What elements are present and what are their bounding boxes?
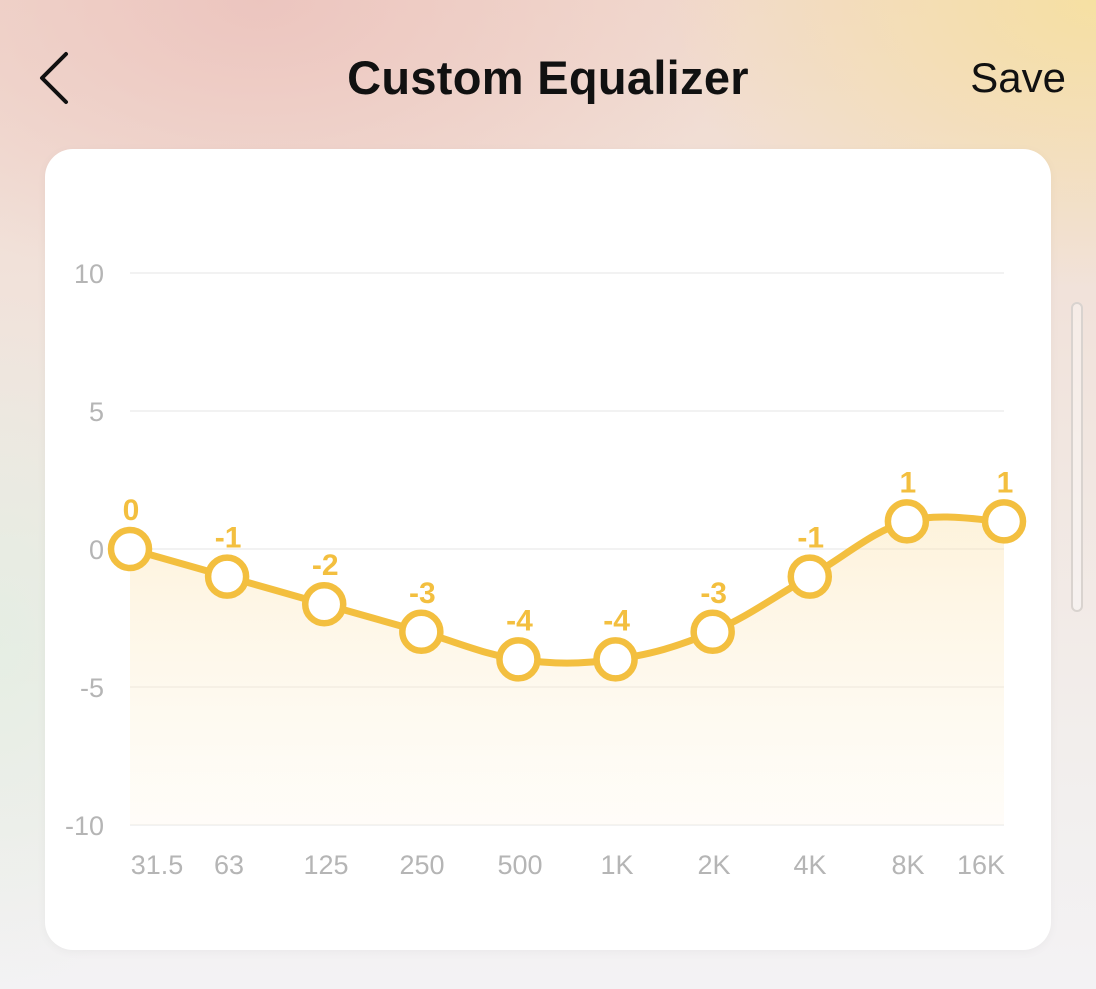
y-tick-label: -10 [65,811,104,841]
band-handles[interactable] [107,499,1027,682]
band-handle[interactable] [496,637,541,682]
page-title: Custom Equalizer [347,51,749,104]
band-handle[interactable] [593,637,638,682]
x-tick-label: 500 [497,850,542,880]
x-tick-label: 31.5 [131,850,184,880]
band-value-label: -2 [312,549,339,582]
band-value-label: 1 [900,466,917,499]
header: Custom Equalizer Save [0,0,1096,150]
x-tick-label: 8K [891,850,924,880]
band-handle[interactable] [399,609,444,655]
band-handle[interactable] [787,554,833,599]
save-button[interactable]: Save [970,54,1066,101]
band-value-label: -4 [603,604,630,637]
chevron-left-icon [40,52,68,104]
y-tick-label: 0 [89,535,104,565]
band-value-label: -1 [215,522,242,555]
band-value-label: 0 [123,494,140,527]
band-handle[interactable] [204,554,250,599]
x-axis: 31.5 63 125 250 500 1K 2K 4K 8K 16K [131,850,1005,880]
band-handle[interactable] [981,499,1027,544]
band-handle[interactable] [107,526,153,572]
x-tick-label: 63 [214,850,244,880]
scrollbar[interactable] [1071,302,1083,612]
x-tick-label: 16K [957,850,1005,880]
x-tick-label: 1K [600,850,633,880]
band-value-label: -4 [506,604,533,637]
y-tick-label: -5 [80,673,104,703]
back-button[interactable] [26,46,86,110]
band-value-label: -3 [700,577,727,610]
y-tick-label: 10 [74,259,104,289]
band-value-label: 1 [997,466,1014,499]
band-handle[interactable] [884,499,930,544]
y-axis: 10 5 0 -5 -10 [65,259,104,841]
y-tick-label: 5 [89,397,104,427]
band-handle[interactable] [690,609,735,655]
band-value-label: -3 [409,577,436,610]
band-handle[interactable] [301,581,347,627]
x-tick-label: 4K [793,850,826,880]
area-fill [130,516,1004,825]
x-tick-label: 250 [399,850,444,880]
eq-curve [126,513,1008,667]
data-labels: 0 -1 -2 -3 -4 -4 -3 -1 1 1 [123,466,1014,637]
x-tick-label: 125 [303,850,348,880]
band-value-label: -1 [797,522,824,555]
x-tick-label: 2K [697,850,730,880]
